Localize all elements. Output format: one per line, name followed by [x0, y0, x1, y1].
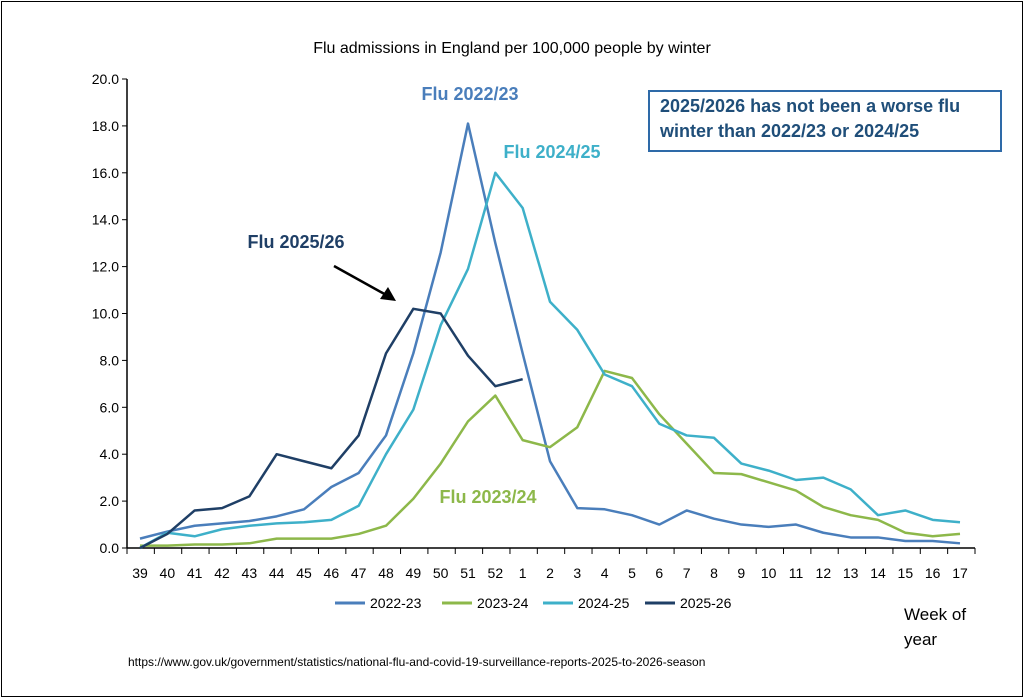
x-tick-label: 46: [324, 565, 340, 581]
x-tick-label: 39: [132, 565, 148, 581]
y-tick-label: 12.0: [92, 259, 119, 275]
x-tick-label: 47: [351, 565, 367, 581]
x-tick-label: 52: [488, 565, 504, 581]
chart-title: Flu admissions in England per 100,000 pe…: [313, 40, 711, 57]
x-tick-label: 6: [655, 565, 663, 581]
x-tick-label: 15: [898, 565, 914, 581]
x-tick-label: 4: [601, 565, 609, 581]
x-tick-label: 1: [519, 565, 527, 581]
y-tick-label: 6.0: [100, 399, 120, 415]
arrow-line: [333, 264, 389, 298]
y-tick-label: 18.0: [92, 118, 119, 134]
y-tick-label: 16.0: [92, 165, 119, 181]
x-tick-label: 13: [843, 565, 859, 581]
x-tick-label: 41: [187, 565, 203, 581]
x-tick-label: 43: [242, 565, 258, 581]
y-tick-label: 10.0: [92, 306, 119, 322]
series-line-2025-26: [139, 307, 523, 550]
x-axis-label-line2: year: [904, 630, 937, 649]
y-tick-label: 14.0: [92, 212, 119, 228]
series-line-2023-24: [140, 369, 961, 547]
x-tick-label: 3: [573, 565, 581, 581]
arrow-head-icon: [380, 287, 396, 301]
series-label-2025-26: Flu 2025/26: [247, 232, 344, 252]
x-tick-label: 2: [546, 565, 554, 581]
legend-label-2024-25: 2024-25: [578, 595, 630, 611]
x-tick-label: 12: [816, 565, 832, 581]
source-url: https://www.gov.uk/government/statistics…: [128, 655, 706, 669]
x-tick-label: 42: [214, 565, 230, 581]
x-tick-label: 14: [870, 565, 886, 581]
series-line-2024-25: [139, 171, 961, 550]
legend-label-2025-26: 2025-26: [680, 595, 732, 611]
x-tick-label: 45: [296, 565, 312, 581]
y-tick-label: 0.0: [100, 540, 120, 556]
x-tick-label: 8: [710, 565, 718, 581]
x-axis-label-line1: Week of: [904, 605, 966, 624]
x-tick-label: 48: [378, 565, 394, 581]
x-tick-label: 49: [406, 565, 422, 581]
x-tick-label: 50: [433, 565, 449, 581]
x-tick-label: 9: [737, 565, 745, 581]
x-tick-label: 40: [160, 565, 176, 581]
x-tick-label: 10: [761, 565, 777, 581]
y-tick-label: 2.0: [100, 493, 120, 509]
x-tick-label: 51: [460, 565, 476, 581]
x-tick-label: 44: [269, 565, 285, 581]
series-label-2023-24: Flu 2023/24: [439, 487, 536, 507]
x-tick-label: 11: [789, 565, 804, 581]
series-label-2022-23: Flu 2022/23: [421, 84, 518, 104]
legend-label-2023-24: 2023-24: [477, 595, 529, 611]
y-tick-label: 4.0: [100, 446, 120, 462]
y-tick-label: 20.0: [92, 71, 119, 87]
x-tick-label: 17: [952, 565, 968, 581]
series-line-2022-23: [139, 122, 961, 545]
x-tick-label: 7: [683, 565, 691, 581]
x-tick-label: 16: [925, 565, 941, 581]
annotation-box: 2025/2026 has not been a worse flu winte…: [648, 90, 1002, 152]
legend-label-2022-23: 2022-23: [370, 595, 422, 611]
series-label-2024-25: Flu 2024/25: [503, 142, 600, 162]
y-tick-label: 8.0: [100, 352, 120, 368]
x-tick-label: 5: [628, 565, 636, 581]
